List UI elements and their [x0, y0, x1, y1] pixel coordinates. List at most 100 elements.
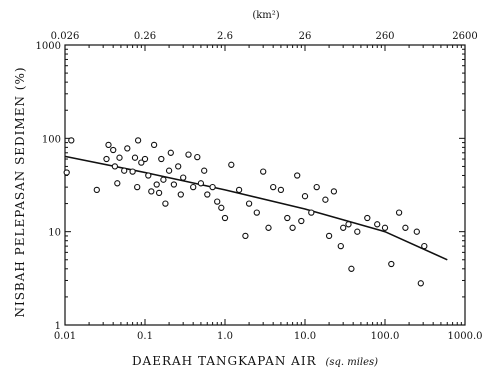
data-point — [345, 221, 352, 228]
top-tick-label: 0.26 — [134, 31, 156, 42]
data-point — [325, 232, 333, 240]
data-point — [395, 209, 403, 216]
data-point — [337, 242, 344, 250]
data-point — [129, 168, 136, 175]
ticks-layer: 0.01 0.1 1.0 10.0 100.0 1000.0 1 10 100 10000.026… — [36, 31, 483, 342]
y-axis-title: NISBAH PELEPASAN SEDIMEN (%) — [13, 66, 27, 317]
data-point — [111, 163, 119, 170]
data-point — [145, 172, 152, 179]
data-point — [150, 141, 158, 149]
data-point — [289, 224, 296, 231]
data-point — [138, 159, 145, 166]
data-point — [170, 181, 178, 188]
data-point — [134, 137, 142, 144]
data-point — [141, 155, 149, 163]
x-axis-title-text: DAERAH TANGKAPAN AIR — [132, 354, 317, 368]
data-point — [388, 260, 395, 268]
data-point — [277, 186, 285, 194]
x-tick-label: 0.01 — [54, 331, 76, 342]
y-tick-label: 100 — [42, 134, 61, 145]
plot-frame — [64, 44, 466, 326]
data-point — [153, 181, 160, 188]
x-tick-label: 0.1 — [137, 331, 153, 342]
data-point — [413, 228, 420, 235]
data-point — [294, 172, 301, 179]
data-point — [201, 167, 208, 174]
data-point — [270, 183, 277, 191]
data-point — [175, 163, 182, 170]
data-point — [209, 183, 216, 191]
data-point — [364, 214, 371, 222]
top-tick-label: 26 — [299, 31, 312, 42]
data-point — [162, 200, 169, 207]
top-tick-label: 0.026 — [51, 31, 80, 42]
data-point — [301, 193, 309, 200]
data-point — [68, 137, 75, 144]
data-point — [194, 153, 201, 161]
data-point — [340, 224, 347, 231]
data-point — [105, 141, 112, 149]
data-point — [214, 198, 221, 205]
top-tick-label: 2600 — [452, 31, 477, 42]
data-point — [218, 204, 225, 211]
data-point — [322, 196, 329, 203]
data-point — [124, 145, 131, 152]
data-point — [165, 167, 173, 174]
x-tick-label: 10.0 — [294, 331, 316, 342]
data-point — [155, 189, 163, 197]
data-point — [354, 228, 361, 235]
data-point — [63, 169, 70, 176]
y-tick-label: 10 — [48, 228, 61, 239]
data-point — [116, 154, 123, 161]
x-axis-title-unit: (sq. miles) — [325, 357, 378, 368]
data-point — [421, 242, 428, 250]
data-point — [245, 200, 253, 207]
y-tick-label: 1 — [55, 321, 61, 332]
x-tick-label: 1000.0 — [448, 331, 483, 342]
data-point — [265, 224, 272, 231]
top-axis-unit-label: (km²) — [252, 10, 279, 21]
data-point — [93, 186, 100, 194]
data-point — [381, 224, 389, 231]
top-tick-label: 260 — [375, 31, 394, 42]
data-point — [221, 214, 229, 222]
data-point — [228, 161, 235, 168]
data-point — [204, 191, 211, 198]
data-point — [348, 265, 355, 272]
data-point — [180, 174, 187, 181]
x-tick-label: 1.0 — [217, 331, 233, 342]
top-tick-label: 2.6 — [217, 31, 233, 42]
data-point — [197, 180, 205, 187]
data-point — [190, 183, 197, 191]
data-point — [167, 149, 174, 156]
data-point — [235, 186, 243, 194]
data-point — [308, 209, 315, 216]
data-point — [121, 167, 128, 174]
data-point — [242, 232, 249, 240]
data-point — [134, 183, 141, 191]
data-point — [160, 176, 167, 183]
data-point — [402, 224, 409, 231]
x-tick-label: 100.0 — [371, 331, 400, 342]
data-point — [253, 209, 260, 216]
data-point — [284, 214, 291, 222]
y-tick-label: 1000 — [36, 41, 61, 52]
data-point — [374, 221, 381, 228]
data-point — [131, 154, 139, 161]
data-point — [114, 180, 121, 187]
data-point — [417, 280, 424, 287]
data-point — [185, 151, 192, 158]
points-layer — [63, 137, 428, 287]
data-point — [158, 155, 165, 163]
data-point — [330, 188, 338, 195]
data-point — [313, 183, 320, 191]
data-point — [148, 188, 155, 195]
data-point — [260, 168, 267, 175]
data-point — [103, 155, 110, 163]
data-point — [298, 217, 305, 225]
x-axis-title: DAERAH TANGKAPAN AIR (sq. miles) — [132, 354, 378, 368]
plot-border — [64, 44, 466, 326]
data-point — [177, 191, 184, 198]
